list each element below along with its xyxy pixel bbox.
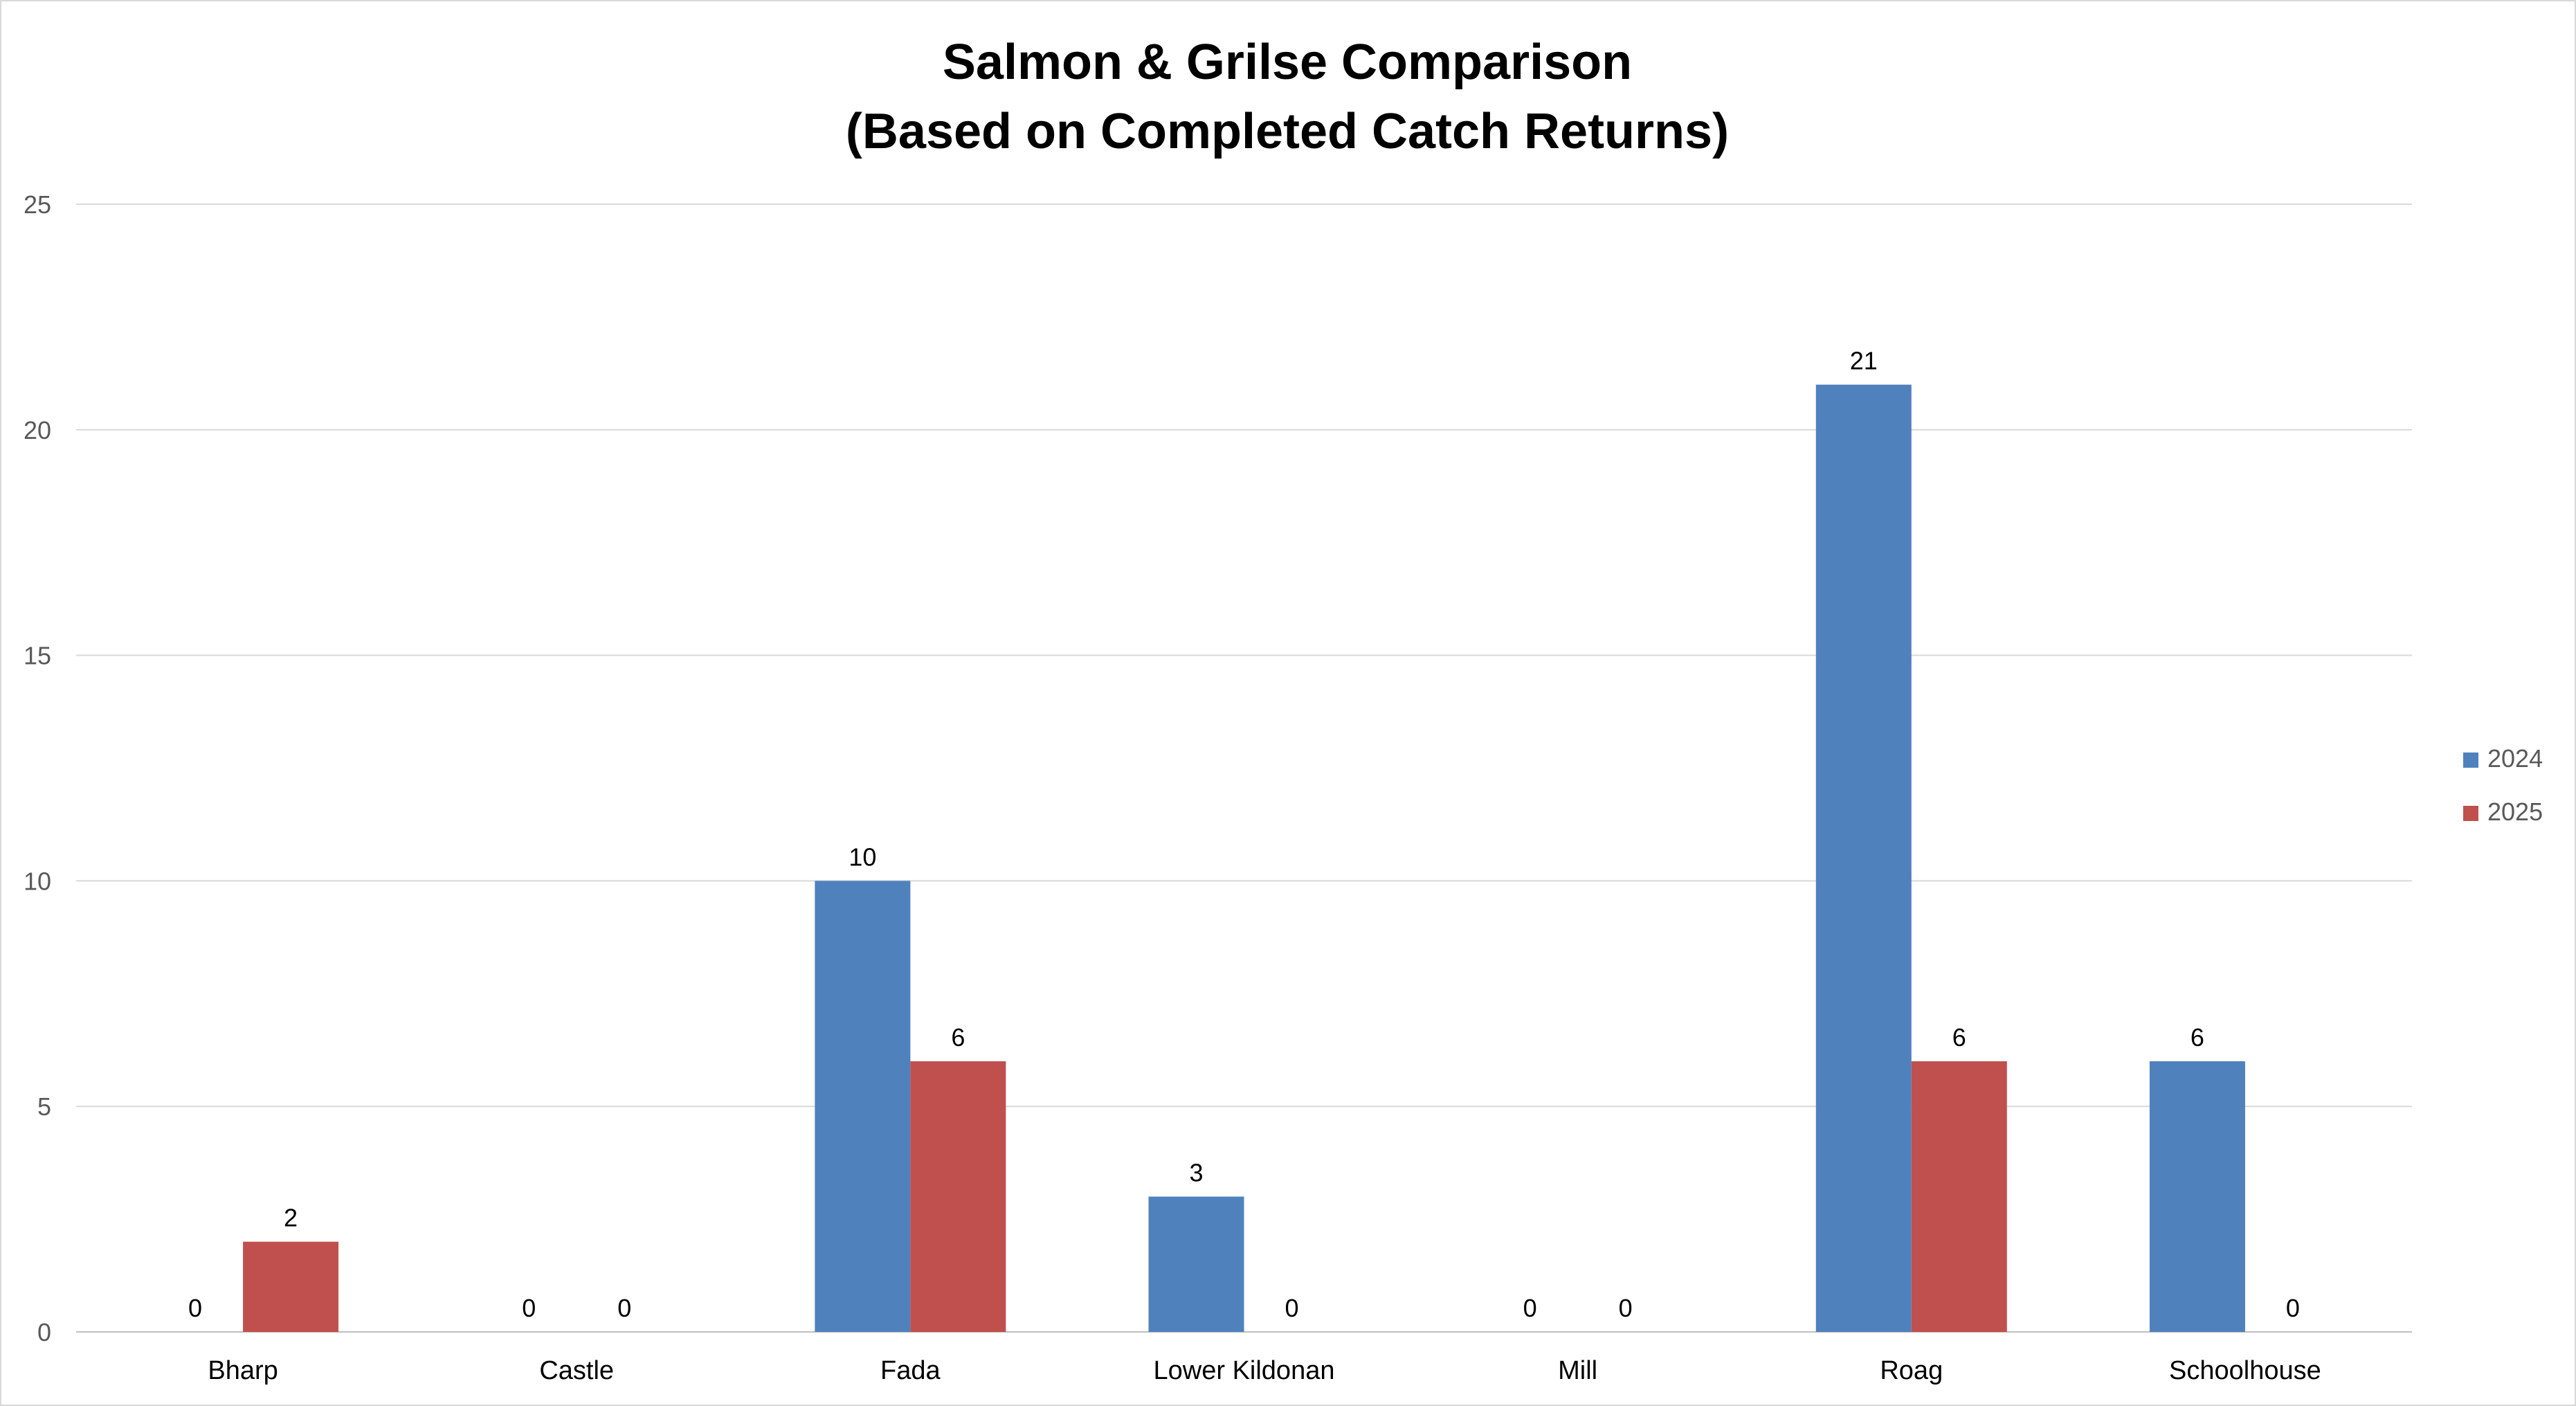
- bar-2024: [1148, 1196, 1244, 1332]
- chart-title: Salmon & Grilse Comparison: [943, 35, 1632, 90]
- bar-2024: [2149, 1061, 2245, 1332]
- x-axis-categories: Bharp Castle Fada Lower Kildonan Mill Roag Sch…: [208, 1356, 2321, 1385]
- data-label: 0: [617, 1294, 631, 1322]
- chart-subtitle: (Based on Completed Catch Returns): [846, 104, 1729, 159]
- bar-2025: [1911, 1061, 2007, 1332]
- bar-2024: [1815, 384, 1912, 1332]
- category-label: Fada: [880, 1356, 941, 1385]
- y-tick-label: 0: [37, 1318, 51, 1346]
- data-label: 0: [1619, 1294, 1633, 1322]
- bar-2024: [815, 881, 911, 1332]
- y-tick-label: 5: [37, 1092, 51, 1121]
- bar-2025: [243, 1241, 339, 1332]
- legend-swatch: [2463, 752, 2478, 768]
- data-label: 10: [849, 842, 876, 871]
- y-tick-label: 15: [24, 642, 51, 670]
- data-labels: 0 2 0 0 10 6 3 0 0 0 21 6 6 0: [188, 347, 2300, 1322]
- data-label: 0: [522, 1294, 536, 1322]
- data-label: 0: [1523, 1294, 1537, 1322]
- y-tick-label: 20: [24, 416, 51, 444]
- data-label: 2: [284, 1204, 298, 1232]
- data-label: 3: [1189, 1159, 1203, 1187]
- data-label: 21: [1850, 347, 1878, 375]
- data-label: 6: [951, 1023, 965, 1052]
- y-tick-label: 25: [24, 190, 51, 219]
- category-label: Mill: [1558, 1356, 1597, 1385]
- y-axis-ticks: 0 5 10 15 20 25: [24, 190, 51, 1346]
- data-label: 6: [2190, 1023, 2204, 1052]
- legend-swatch: [2463, 806, 2478, 821]
- gridlines: [76, 204, 2412, 1333]
- category-label: Schoolhouse: [2169, 1356, 2321, 1385]
- category-label: Roag: [1880, 1356, 1943, 1385]
- bars: [243, 384, 2245, 1332]
- bar-2025: [910, 1061, 1006, 1332]
- legend: 2024 2025: [2463, 744, 2543, 826]
- y-tick-label: 10: [24, 867, 51, 895]
- category-label: Lower Kildonan: [1154, 1356, 1335, 1385]
- legend-label: 2025: [2487, 797, 2543, 826]
- data-label: 0: [2286, 1294, 2300, 1322]
- legend-label: 2024: [2487, 744, 2543, 773]
- category-label: Castle: [539, 1356, 614, 1385]
- data-label: 0: [1285, 1294, 1298, 1322]
- data-label: 6: [1952, 1023, 1966, 1052]
- data-label: 0: [188, 1294, 202, 1322]
- category-label: Bharp: [208, 1356, 278, 1385]
